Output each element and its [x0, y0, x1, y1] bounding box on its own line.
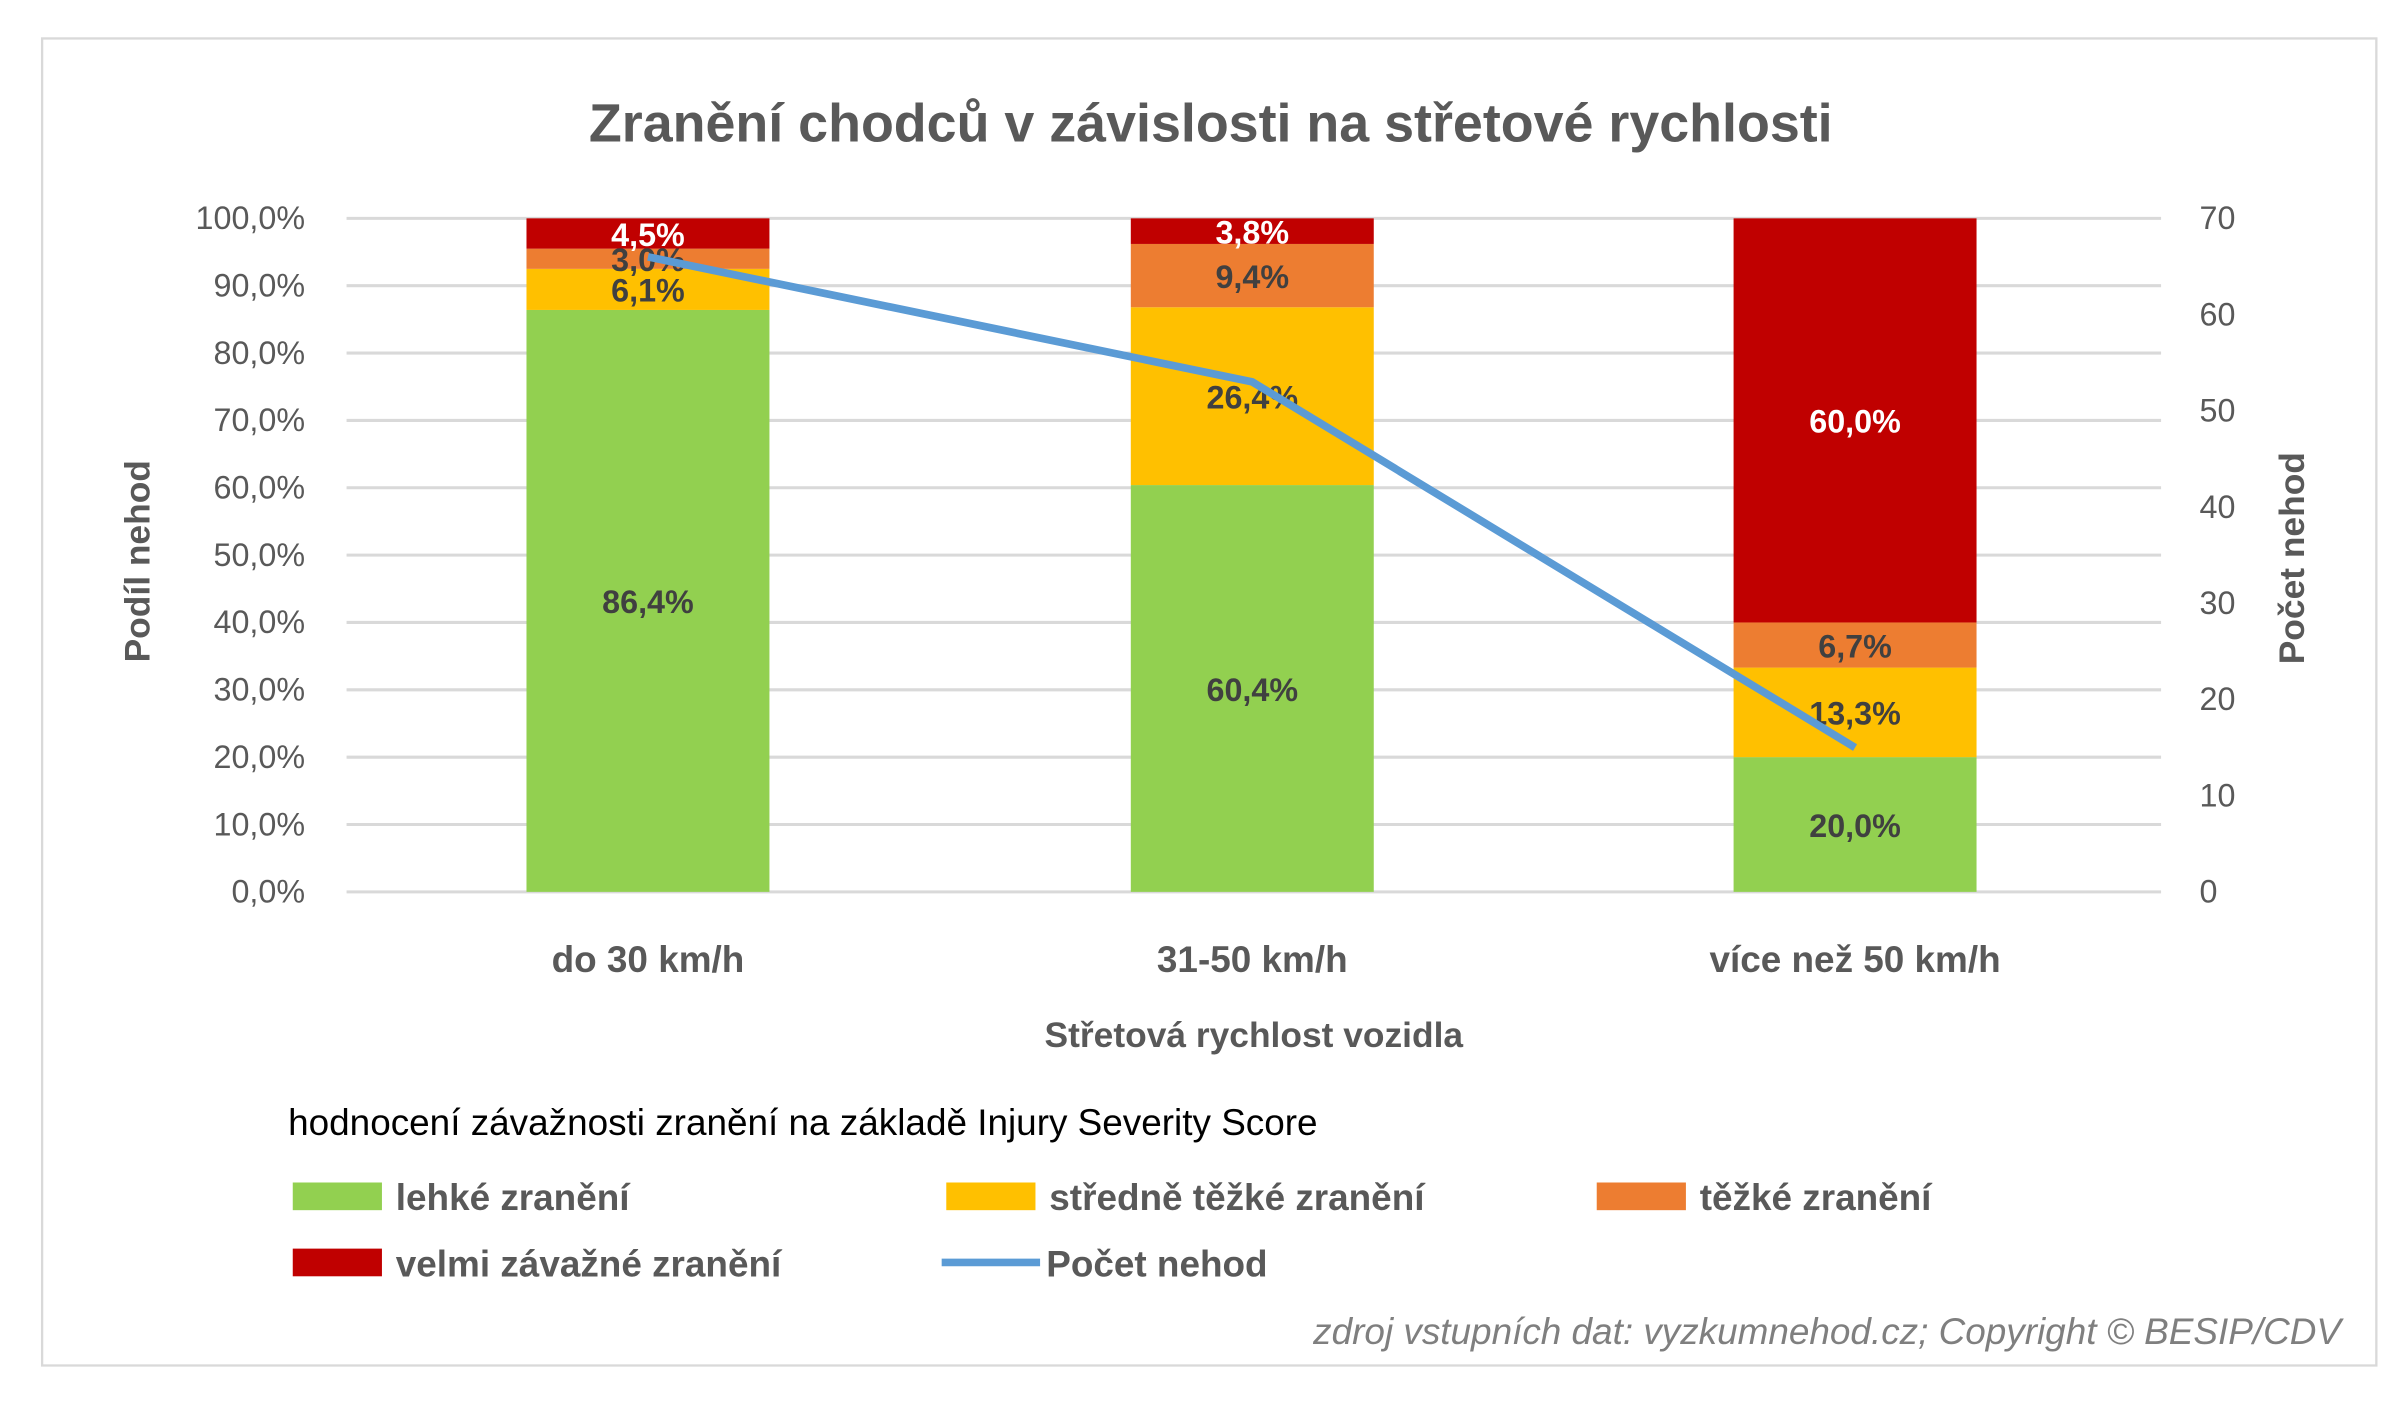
bar-segment — [1130, 243, 1374, 308]
chart-title: Zranění chodců v závislosti na střetové … — [589, 93, 1833, 153]
y-axis-title: Podíl nehod — [119, 460, 158, 662]
data-label: 20,0% — [1809, 808, 1901, 844]
y2-axis-title: Počet nehod — [2273, 452, 2312, 664]
y2-tick-label: 30 — [2200, 585, 2236, 621]
legend-swatch — [1596, 1182, 1686, 1211]
y-tick-label: 80,0% — [214, 335, 306, 371]
legend-label: lehké zranění — [396, 1177, 631, 1218]
bar-segment — [526, 218, 770, 249]
y-tick-label: 90,0% — [214, 267, 306, 303]
legend-swatch — [946, 1182, 1036, 1211]
bar-segment — [1733, 757, 1977, 892]
y-tick-label: 60,0% — [214, 470, 306, 506]
data-label: 4,5% — [611, 217, 685, 253]
legend-label: těžké zranění — [1700, 1177, 1933, 1218]
y2-tick-label: 0 — [2200, 874, 2218, 910]
y2-tick-label: 10 — [2200, 777, 2236, 813]
data-label: 9,4% — [1215, 259, 1289, 295]
data-label: 86,4% — [602, 584, 694, 620]
y2-tick-label: 60 — [2200, 296, 2236, 332]
legend-label: středně těžké zranění — [1049, 1177, 1426, 1218]
bar-segment — [1130, 218, 1374, 244]
data-label: 3,8% — [1215, 214, 1289, 250]
bar-segment — [1733, 218, 1977, 623]
y2-tick-label: 70 — [2200, 200, 2236, 236]
y-tick-label: 40,0% — [214, 604, 306, 640]
x-axis-title: Střetová rychlost vozidla — [1045, 1016, 1464, 1055]
y2-tick-label: 50 — [2200, 393, 2236, 429]
y-tick-label: 30,0% — [214, 672, 306, 708]
legend-swatch — [292, 1248, 382, 1277]
y2-tick-label: 40 — [2200, 489, 2236, 525]
y2-tick-label: 20 — [2200, 681, 2236, 717]
bar-segment — [526, 309, 770, 892]
bar-segment — [1733, 667, 1977, 758]
bar-segment — [1130, 307, 1374, 486]
y-tick-label: 50,0% — [214, 537, 306, 573]
legend-swatch — [292, 1182, 382, 1211]
line-series-pocet-nehod — [647, 253, 1858, 751]
y-tick-label: 10,0% — [214, 806, 306, 842]
data-label: 60,0% — [1809, 404, 1901, 440]
y-tick-label: 70,0% — [214, 402, 306, 438]
data-label: 6,7% — [1818, 628, 1892, 664]
source-note: zdroj vstupních dat: vyzkumnehod.cz; Cop… — [1312, 1311, 2344, 1352]
data-label: 6,1% — [611, 273, 685, 309]
bar-segment — [1130, 485, 1374, 892]
bar-segment — [1733, 622, 1977, 668]
x-tick-label: 31-50 km/h — [1157, 939, 1348, 980]
legend-title: hodnocení závažnosti zranění na základě … — [288, 1102, 1317, 1143]
legend-label: velmi závažné zranění — [396, 1243, 783, 1284]
y-tick-label: 20,0% — [214, 739, 306, 775]
data-label: 60,4% — [1207, 672, 1299, 708]
y-tick-label: 0,0% — [231, 874, 305, 910]
x-tick-label: do 30 km/h — [552, 939, 745, 980]
legend-label: Počet nehod — [1046, 1243, 1267, 1284]
x-tick-label: více než 50 km/h — [1709, 939, 2000, 980]
y-tick-label: 100,0% — [196, 200, 305, 236]
